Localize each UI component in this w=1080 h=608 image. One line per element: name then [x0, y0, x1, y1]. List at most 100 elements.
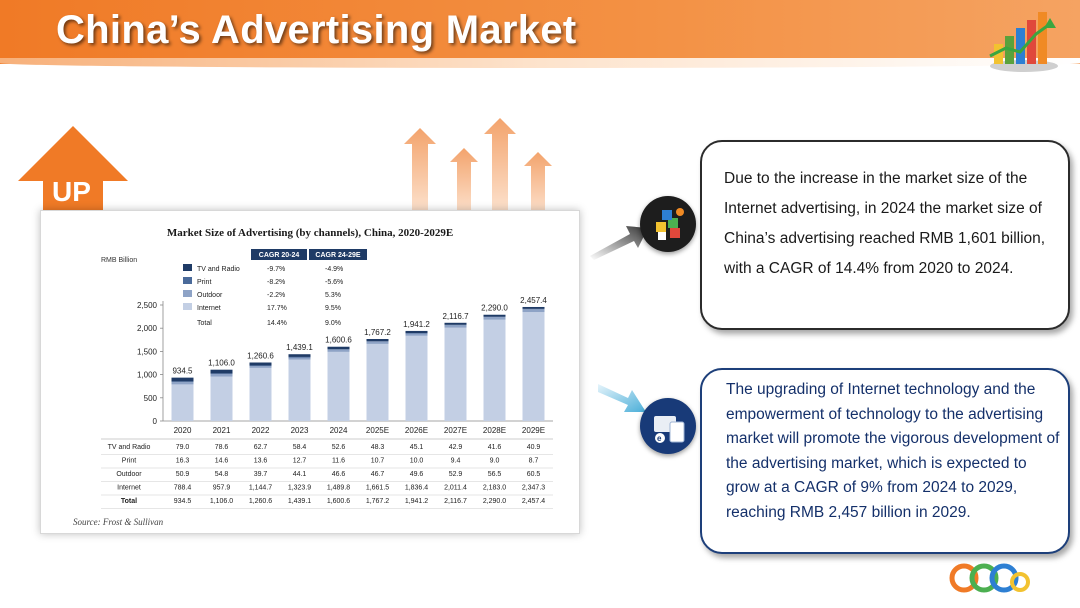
x-tick-label: 2025E: [366, 426, 389, 435]
table-cell: 957.9: [213, 485, 231, 492]
decorative-arrows: [404, 118, 552, 218]
cagr-header-bg-1: [251, 249, 307, 260]
table-cell: 2,347.3: [522, 485, 545, 492]
bar-segment: [210, 376, 233, 421]
bar-total-label: 1,767.2: [364, 328, 391, 337]
table-cell: 1,600.6: [327, 498, 350, 505]
table-cell: 54.8: [215, 471, 229, 478]
bar-segment: [366, 343, 389, 421]
table-row-label: Total: [121, 498, 137, 505]
chart-svg: 0 500 1,000 1,500 2,000 2,500 934.5 2020 1,106.0…: [101, 249, 553, 509]
legend-swatch: [183, 303, 192, 310]
bar-segment: [444, 327, 467, 421]
bar-segment: [444, 322, 467, 325]
legend-cagr: -8.2%: [267, 279, 285, 286]
y-tick-label: 2,000: [137, 324, 158, 333]
x-tick-label: 2026E: [405, 426, 428, 435]
table-cell: 1,323.9: [288, 485, 311, 492]
legend-cagr: -4.9%: [325, 266, 343, 273]
bar-segment: [522, 306, 545, 309]
table-cell: 40.9: [527, 444, 541, 451]
table-cell: 79.0: [176, 444, 190, 451]
x-tick-label: 2022: [252, 426, 270, 435]
table-cell: 14.6: [215, 458, 229, 465]
bar-segment: [444, 325, 467, 328]
page-title: China’s Advertising Market: [56, 8, 577, 52]
bar-segment: [288, 354, 311, 357]
y-tick-label: 500: [144, 394, 158, 403]
bar-segment: [327, 349, 350, 352]
legend-swatch: [183, 264, 192, 271]
table-cell: 56.5: [488, 471, 502, 478]
table-cell: 46.7: [371, 471, 385, 478]
bar-segment: [327, 349, 350, 350]
bar-segment: [210, 373, 233, 375]
legend-cagr: 9.5%: [325, 305, 341, 312]
bar-segment: [405, 335, 428, 421]
bar-segment: [405, 333, 428, 336]
y-tick-label: 1,000: [137, 371, 158, 380]
table-cell: 48.3: [371, 444, 385, 451]
up-arrow-icon: [18, 126, 128, 216]
table-cell: 9.0: [490, 458, 500, 465]
legend-cagr: 17.7%: [267, 305, 287, 312]
bar-total-label: 2,290.0: [481, 304, 508, 313]
legend-cagr: 9.0%: [325, 320, 341, 327]
connector-arrow-1: [590, 226, 648, 260]
table-cell: 46.6: [332, 471, 346, 478]
bar-total-label: 1,260.6: [247, 352, 274, 361]
bar-segment: [288, 359, 311, 421]
bar-segment: [210, 369, 233, 374]
table-cell: 8.7: [529, 458, 539, 465]
table-cell: 78.6: [215, 444, 229, 451]
table-cell: 10.7: [371, 458, 385, 465]
bar-segment: [405, 330, 428, 334]
legend-cagr: -2.2%: [267, 292, 285, 299]
brand-logo-icon: [949, 563, 1030, 593]
table-cell: 2,116.7: [444, 498, 467, 505]
bar-total-label: 2,457.4: [520, 296, 547, 305]
bar-total-label: 934.5: [172, 367, 193, 376]
x-tick-label: 2029E: [522, 426, 545, 435]
table-cell: 58.4: [293, 444, 307, 451]
table-cell: 1,767.2: [366, 498, 389, 505]
table-row-label: Print: [122, 458, 136, 465]
cagr-header-bg-2: [309, 249, 367, 260]
table-cell: 52.9: [449, 471, 463, 478]
network-devices-icon: e: [640, 398, 696, 454]
chart-title: Market Size of Advertising (by channels)…: [166, 227, 454, 239]
chart-panel: Market Size of Advertising (by channels)…: [40, 210, 580, 534]
bar-segment: [171, 381, 194, 383]
x-tick-label: 2027E: [444, 426, 467, 435]
table-cell: 52.6: [332, 444, 346, 451]
bar-segment: [483, 319, 506, 421]
table-cell: 9.4: [451, 458, 461, 465]
bar-segment: [522, 312, 545, 421]
table-cell: 2,183.0: [483, 485, 506, 492]
bar-total-label: 1,106.0: [208, 359, 235, 368]
table-cell: 12.7: [293, 458, 307, 465]
bar-segment: [249, 367, 272, 421]
table-cell: 1,439.1: [288, 498, 311, 505]
bar-segment: [171, 377, 194, 382]
legend-cagr: -9.7%: [267, 266, 285, 273]
x-tick-label: 2028E: [483, 426, 506, 435]
table-row-label: Outdoor: [116, 471, 142, 478]
table-cell: 1,661.5: [366, 485, 389, 492]
cagr-header: CAGR 20-24: [259, 252, 300, 259]
bar-segment: [171, 382, 194, 385]
bar-segment: [171, 384, 194, 421]
bar-segment: [288, 356, 311, 358]
cagr-header: CAGR 24-29E: [315, 252, 360, 259]
table-cell: 39.7: [254, 471, 268, 478]
bar-segment: [327, 351, 350, 421]
bar-segment: [288, 357, 311, 360]
callout-text-2: The upgrading of Internet technology and…: [726, 381, 1060, 521]
bar-segment: [210, 374, 233, 377]
bar-total-label: 1,439.1: [286, 343, 313, 352]
table-cell: 2,290.0: [483, 498, 506, 505]
table-cell: 934.5: [174, 498, 192, 505]
callout-box-1: Due to the increase in the market size o…: [700, 140, 1070, 330]
y-tick-label: 2,500: [137, 301, 158, 310]
table-cell: 1,489.8: [327, 485, 350, 492]
